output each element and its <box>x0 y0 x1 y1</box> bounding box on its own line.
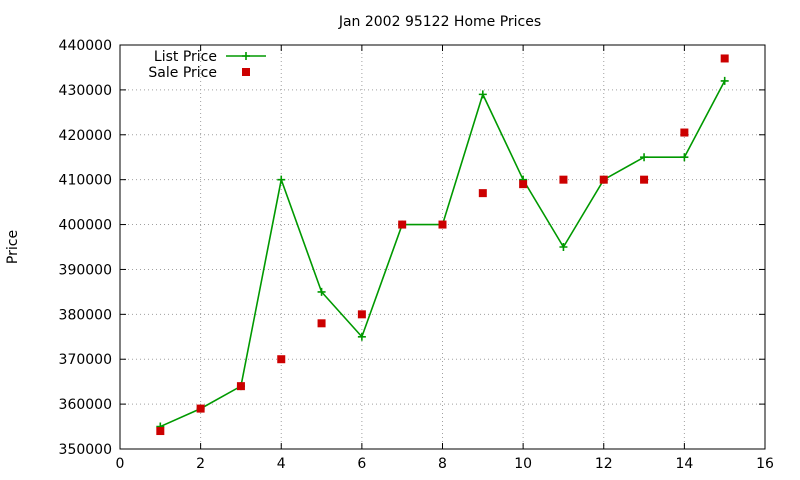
x-tick-label: 8 <box>438 456 447 472</box>
data-point <box>519 180 528 189</box>
data-point <box>720 76 729 85</box>
data-point <box>156 427 165 436</box>
data-point <box>478 90 487 99</box>
x-tick-label: 14 <box>675 456 693 472</box>
chart-title: Jan 2002 95122 Home Prices <box>338 14 541 30</box>
y-tick-label: 370000 <box>59 352 112 368</box>
legend-label: List Price <box>154 49 217 65</box>
data-point <box>720 54 729 63</box>
data-point <box>559 243 568 251</box>
x-tick-label: 10 <box>514 456 532 472</box>
legend-label: Sale Price <box>148 65 217 81</box>
y-tick-label: 400000 <box>59 218 112 234</box>
y-axis-label: Price <box>5 230 21 264</box>
data-point <box>680 128 689 137</box>
legend-swatch-marker <box>242 68 250 76</box>
data-point <box>640 175 649 184</box>
y-tick-label: 350000 <box>59 442 112 458</box>
data-point <box>317 287 326 296</box>
data-point <box>196 404 205 413</box>
y-tick-label: 420000 <box>59 128 112 144</box>
data-point <box>438 220 447 229</box>
x-tick-label: 12 <box>595 456 613 472</box>
y-tick-label: 440000 <box>59 38 112 54</box>
data-point <box>398 220 407 229</box>
y-tick-label: 390000 <box>59 262 112 278</box>
data-point <box>478 189 487 198</box>
data-point <box>640 153 649 162</box>
y-tick-label: 430000 <box>59 83 112 99</box>
data-point <box>236 382 245 391</box>
data-point <box>317 319 326 328</box>
series-sale-price <box>156 54 729 436</box>
axis-ticks: 0 2 4 6 8 10 12 14 16 350000 360000 370000 380000 390… <box>59 38 774 472</box>
data-point <box>277 175 286 184</box>
x-tick-label: 4 <box>277 456 286 472</box>
plot-area <box>156 54 729 436</box>
data-point <box>357 310 366 319</box>
data-point <box>277 355 286 364</box>
y-tick-label: 360000 <box>59 397 112 413</box>
legend-swatch-marker <box>242 52 250 60</box>
data-point <box>559 175 568 184</box>
data-point <box>599 175 608 184</box>
x-tick-label: 0 <box>116 456 125 472</box>
data-point <box>357 332 366 341</box>
data-point <box>680 153 689 162</box>
plot-frame <box>119 44 766 450</box>
x-tick-label: 6 <box>357 456 366 472</box>
y-tick-label: 380000 <box>59 307 112 323</box>
x-tick-label: 16 <box>756 456 774 472</box>
grid <box>120 45 765 449</box>
y-tick-label: 410000 <box>59 173 112 189</box>
x-tick-label: 2 <box>196 456 205 472</box>
